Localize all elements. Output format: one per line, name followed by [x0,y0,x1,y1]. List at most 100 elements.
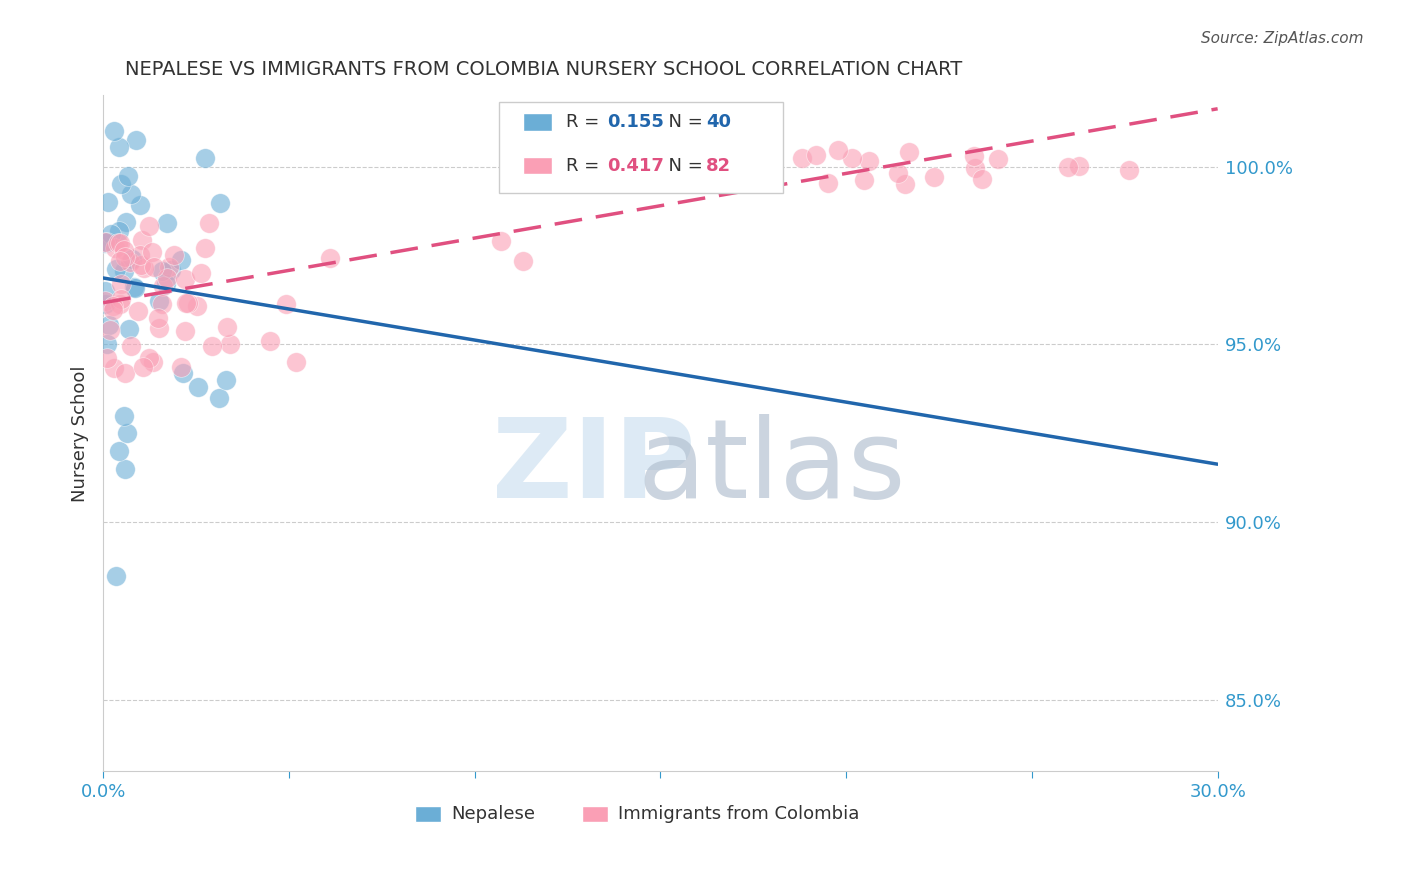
Point [987,153,1010,167]
Point [114,366,136,380]
Point [142,260,165,274]
Point [194,241,217,255]
Point [108,236,131,251]
Point [817,176,839,190]
Text: 0.155: 0.155 [607,112,664,131]
Point [94,236,117,251]
FancyBboxPatch shape [523,157,553,175]
Point [1056,161,1078,175]
Point [806,148,828,162]
Point [117,169,139,183]
Point [170,253,193,268]
Point [142,355,165,369]
Point [489,234,512,248]
Point [970,172,993,186]
Point [114,251,136,265]
Point [108,224,131,238]
Point [174,324,197,338]
Text: atlas: atlas [637,414,905,521]
Point [94,297,117,311]
Point [118,254,141,268]
Point [156,216,179,230]
Text: R =: R = [565,157,605,175]
Text: 0.417: 0.417 [607,157,664,175]
Point [190,266,212,280]
Point [209,195,232,210]
Point [103,124,125,138]
Point [96,337,118,351]
Point [259,334,281,349]
Text: R =: R = [565,112,605,131]
Point [1118,163,1140,178]
Point [706,163,728,178]
Point [215,373,238,387]
Point [107,236,129,251]
Text: NEPALESE VS IMMIGRANTS FROM COLOMBIA NURSERY SCHOOL CORRELATION CHART: NEPALESE VS IMMIGRANTS FROM COLOMBIA NUR… [125,60,963,78]
Point [138,219,160,234]
Text: Immigrants from Colombia: Immigrants from Colombia [619,805,859,822]
Text: ZIP: ZIP [492,414,695,521]
Point [841,151,863,165]
Point [129,258,152,272]
Point [138,351,160,365]
Point [177,296,200,310]
Point [593,158,616,172]
Point [827,143,849,157]
Point [110,293,132,307]
Point [157,260,180,275]
Point [96,351,118,365]
Point [155,277,177,291]
Point [620,142,643,156]
Point [853,173,876,187]
Point [172,366,194,380]
Point [94,293,117,308]
Point [148,293,170,308]
Point [127,304,149,318]
Point [129,198,152,212]
Point [219,337,242,351]
Point [94,235,117,249]
Point [132,260,155,275]
Point [114,462,136,476]
FancyBboxPatch shape [523,113,553,130]
FancyBboxPatch shape [415,806,441,822]
Point [194,151,217,165]
FancyBboxPatch shape [582,806,607,822]
Text: 40: 40 [706,112,731,131]
Point [963,149,986,163]
FancyBboxPatch shape [499,103,783,194]
Point [150,264,173,278]
Text: Nepalese: Nepalese [451,805,534,822]
Point [176,296,198,310]
Point [963,161,986,175]
Point [104,568,127,582]
Point [98,323,121,337]
Point [108,297,131,311]
Point [858,153,880,168]
Point [108,444,131,458]
Point [110,277,132,291]
Point [112,409,135,423]
Point [100,227,122,242]
Point [155,270,177,285]
Point [148,321,170,335]
Point [276,296,298,310]
Point [169,360,191,375]
Y-axis label: Nursery School: Nursery School [72,365,89,501]
Point [758,155,780,169]
Point [163,247,186,261]
Point [285,355,308,369]
Point [125,133,148,147]
Point [512,254,534,268]
Point [118,322,141,336]
Point [898,145,921,159]
Point [120,339,142,353]
Point [186,299,208,313]
Point [730,175,752,189]
Point [141,245,163,260]
Text: N =: N = [657,157,709,175]
Point [160,262,183,277]
Point [636,145,658,160]
Point [110,177,132,191]
Point [893,177,915,191]
